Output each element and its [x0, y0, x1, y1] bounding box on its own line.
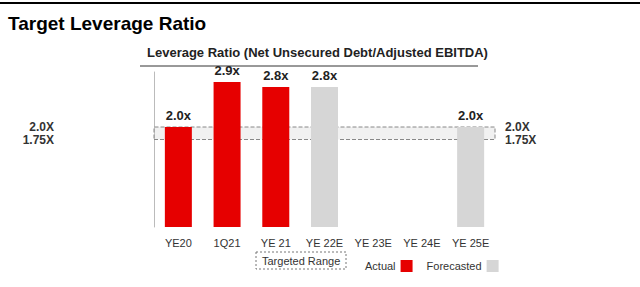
svg-text:YE 24E: YE 24E — [403, 237, 440, 249]
svg-text:1Q21: 1Q21 — [214, 237, 241, 249]
svg-text:YE 23E: YE 23E — [355, 237, 392, 249]
svg-text:2.9x: 2.9x — [214, 63, 240, 78]
svg-text:YE 22E: YE 22E — [306, 237, 343, 249]
svg-text:Forecasted: Forecasted — [427, 260, 482, 272]
svg-text:1.75X: 1.75X — [505, 133, 536, 147]
svg-text:2.8x: 2.8x — [312, 68, 338, 83]
svg-text:2.0x: 2.0x — [166, 108, 192, 123]
svg-text:2.0X: 2.0X — [505, 120, 530, 134]
svg-text:Leverage Ratio (Net Unsecured: Leverage Ratio (Net Unsecured Debt/Adjus… — [147, 45, 488, 60]
svg-text:Actual: Actual — [365, 260, 396, 272]
svg-text:Targeted Range: Targeted Range — [262, 255, 340, 267]
svg-text:Target Leverage Ratio: Target Leverage Ratio — [8, 13, 206, 34]
svg-text:1.75X: 1.75X — [23, 133, 54, 147]
svg-text:YE20: YE20 — [165, 237, 192, 249]
svg-text:2.8x: 2.8x — [263, 68, 289, 83]
svg-text:2.0X: 2.0X — [29, 120, 54, 134]
svg-text:YE 25E: YE 25E — [452, 237, 489, 249]
svg-text:2.0x: 2.0x — [458, 108, 484, 123]
svg-text:YE 21: YE 21 — [261, 237, 291, 249]
